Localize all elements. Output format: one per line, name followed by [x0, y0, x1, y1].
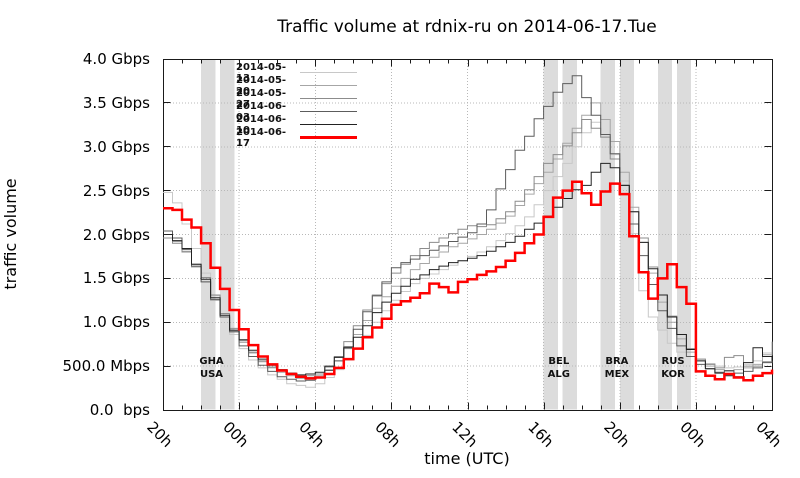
legend-line-swatch: [300, 98, 357, 99]
legend-line-swatch: [300, 136, 357, 139]
legend-line-swatch: [300, 111, 357, 112]
match-band-label: GHA: [199, 356, 224, 367]
legend-line-swatch: [300, 85, 357, 86]
y-tick-label: 3.0 Gbps: [82, 137, 150, 156]
match-band-label: BEL: [548, 356, 569, 367]
y-tick-label: 3.5 Gbps: [82, 93, 150, 112]
legend-label: 2014-05-27: [236, 87, 287, 110]
legend-label: 2014-05-13: [236, 61, 287, 84]
legend-row: 2014-05-13: [236, 62, 357, 84]
legend-label: 2014-06-03: [236, 100, 287, 123]
match-band-label: BRA: [605, 356, 628, 367]
match-band: [201, 59, 216, 410]
match-band-label: RUS: [662, 356, 685, 367]
y-tick-label: 2.5 Gbps: [82, 181, 150, 200]
match-band-label: ALG: [548, 369, 570, 380]
y-tick-label: 4.0 Gbps: [82, 50, 150, 68]
y-tick-label: 500.0 Mbps: [62, 357, 150, 376]
legend-line-swatch: [300, 72, 357, 73]
legend-row: 2014-06-17: [236, 127, 357, 149]
legend-label: 2014-05-20: [236, 74, 287, 97]
match-band-label: MEX: [605, 369, 630, 380]
legend-row: 2014-05-27: [236, 88, 357, 110]
legend-label: 2014-06-17: [236, 126, 287, 149]
y-tick-label: 0.0 bps: [89, 401, 150, 419]
legend-row: 2014-06-03: [236, 101, 357, 123]
y-tick-label: 1.5 Gbps: [82, 269, 150, 288]
match-band-label: KOR: [661, 369, 685, 380]
legend-row: 2014-05-20: [236, 75, 357, 97]
x-axis-label: time (UTC): [424, 449, 510, 468]
series-line-2014-06-03: [163, 75, 773, 382]
legend-line-swatch: [300, 124, 357, 125]
match-band-label: USA: [200, 369, 223, 380]
y-tick-label: 1.0 Gbps: [82, 313, 150, 332]
series-line-2014-06-17: [163, 180, 774, 382]
legend-label: 2014-06-10: [236, 113, 287, 136]
legend: 2014-05-13 2014-05-20 2014-05-27 2014-06-03…: [236, 62, 357, 149]
y-tick-label: 2.0 Gbps: [82, 225, 150, 244]
legend-row: 2014-06-10: [236, 114, 357, 136]
chart-title: Traffic volume at rdnix-ru on 2014-06-17…: [277, 17, 657, 37]
